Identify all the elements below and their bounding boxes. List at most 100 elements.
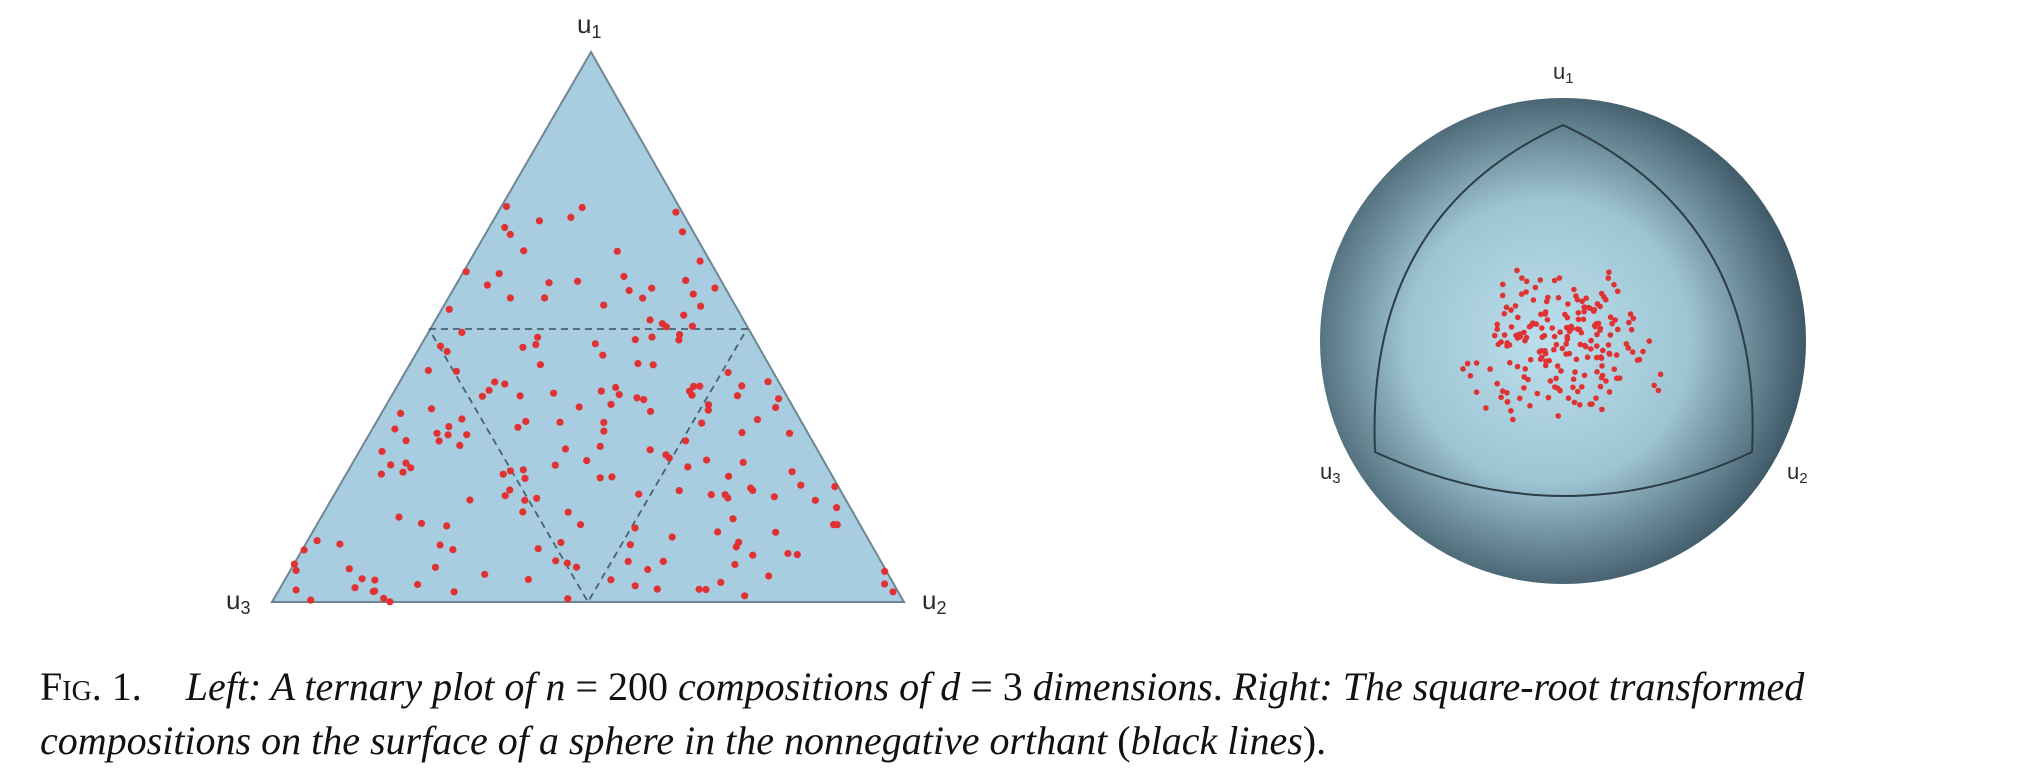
sphere-point [1504,398,1511,405]
ternary-point [552,557,560,565]
sphere-point [1494,380,1500,387]
sphere-point [1508,408,1514,414]
ternary-point [881,567,889,576]
sphere-point [1562,311,1568,318]
ternary-point [431,563,439,571]
sphere-point [1503,304,1510,311]
ternary-point [596,442,604,450]
sphere-point [1553,341,1560,348]
sphere-point [1499,292,1506,299]
ternary-point [624,557,632,566]
sphere-point [1577,402,1583,408]
sphere-point [1551,333,1558,340]
ternary-point [424,366,432,375]
sphere-point [1574,326,1581,332]
sphere-point [1473,389,1480,396]
ternary-point [532,341,540,349]
ternary-point [501,223,509,232]
ternary-point [591,340,599,348]
sphere-point [1494,326,1500,333]
ternary-point [698,419,706,427]
sphere-point [1545,394,1552,401]
ternary-point [501,380,509,388]
sphere-point [1581,308,1587,315]
sphere-point [1473,360,1480,366]
sphere-point [1571,399,1578,406]
ternary-point [462,268,470,276]
ternary-point [733,392,742,400]
ternary-point [292,566,300,575]
ternary-point [697,302,705,310]
sphere-point [1494,321,1500,328]
caption-left-word: Left [185,664,249,709]
sphere-point [1523,289,1529,295]
ternary-point [351,584,359,592]
sphere-point [1598,355,1605,362]
ternary-point [634,360,642,368]
sphere-point [1594,369,1600,375]
sphere-point [1590,308,1597,315]
ternary-point [626,541,635,549]
sphere-point [1583,295,1589,302]
sphere-point [1640,348,1646,355]
ternary-point [466,496,474,504]
sphere-point [1655,387,1662,394]
sphere-point [1526,323,1533,330]
sphere-point [1460,366,1466,372]
caption-dims-text: dimensions [1032,664,1213,709]
ternary-point [704,406,712,414]
ternary-point [436,342,445,350]
caption-black-lines: black lines [1130,718,1303,763]
ternary-point [458,328,466,336]
sphere-label-u1: u1 [1553,59,1574,87]
sphere-point [1651,382,1657,389]
sphere-point [1626,319,1632,326]
ternary-point [502,202,511,211]
ternary-point [729,515,737,523]
sphere-point [1597,325,1604,332]
ternary-point [435,437,443,445]
ternary-point [597,387,605,395]
sphere-point [1588,346,1594,352]
ternary-point [491,378,499,386]
sphere-point [1525,376,1531,383]
ternary-point [572,563,581,571]
ternary-point [443,347,451,356]
sphere-point [1573,356,1580,363]
ternary-point [481,570,489,578]
ternary-point [785,429,794,437]
ternary-point [358,575,366,583]
ternary-point [534,333,542,341]
sphere-point [1628,326,1635,333]
ternary-point [402,437,410,445]
sphere-point [1551,346,1557,353]
caption-left-text: : A ternary plot of [248,664,546,709]
sphere-point [1501,310,1508,317]
ternary-point [704,401,713,409]
ternary-point [646,446,654,454]
ternary-triangle [270,49,906,603]
ternary-point [345,565,353,573]
ternary-point [596,474,604,482]
sphere-point [1598,290,1605,297]
ternary-point [563,559,571,567]
ternary-point [313,537,321,545]
ternary-point [534,545,542,553]
ternary-point [613,247,621,255]
sphere-point [1523,278,1530,285]
ternary-point [684,463,692,471]
ternary-point [535,217,544,225]
ternary-point [678,228,687,236]
ternary-point [501,492,509,500]
ternary-point [690,382,698,390]
sphere-point [1487,366,1493,372]
sphere-point [1521,385,1527,391]
sphere-point [1587,401,1593,408]
ternary-point [516,392,524,400]
sphere-point [1547,378,1554,384]
sphere-point [1597,303,1603,310]
ternary-point [635,490,643,498]
caption-d-var: d [940,664,961,709]
ternary-point [533,494,541,502]
sphere-point [1606,350,1612,357]
